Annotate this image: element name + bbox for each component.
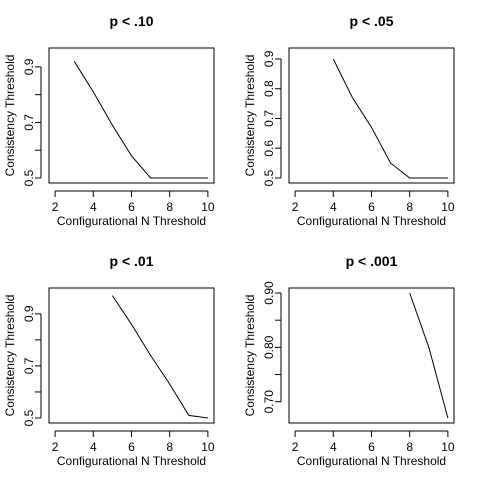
plot-frame <box>48 47 215 184</box>
y-tick-label: 0.70 <box>262 390 276 414</box>
x-axis-label: Configurational N Threshold <box>297 454 446 468</box>
y-axis-label: Consistency Threshold <box>243 295 257 417</box>
x-tick-label: 2 <box>292 440 299 454</box>
x-tick-label: 10 <box>201 440 215 454</box>
series-line <box>111 295 208 419</box>
y-tick-label: 0.90 <box>262 281 276 305</box>
y-tick-label: 0.6 <box>262 140 276 157</box>
plot-frame <box>48 287 215 424</box>
plot-frame <box>288 287 455 424</box>
y-tick-label: 0.9 <box>22 305 36 322</box>
y-tick-label: 0.7 <box>262 110 276 127</box>
x-tick-label: 2 <box>52 440 59 454</box>
y-tick-label: 0.7 <box>22 114 36 131</box>
panel-title: p < .05 <box>350 13 394 29</box>
x-tick-label: 8 <box>406 440 413 454</box>
x-tick-label: 10 <box>441 200 455 214</box>
y-tick-label: 0.9 <box>22 58 36 75</box>
x-tick-label: 2 <box>52 200 59 214</box>
y-tick-label: 0.80 <box>262 335 276 359</box>
x-tick-label: 8 <box>166 200 173 214</box>
x-tick-label: 4 <box>330 200 337 214</box>
y-tick-label: 0.5 <box>22 409 36 426</box>
y-axis-label: Consistency Threshold <box>3 55 17 177</box>
panel-title: p < .10 <box>110 13 154 29</box>
x-axis-label: Configurational N Threshold <box>57 214 206 228</box>
x-tick-label: 10 <box>201 200 215 214</box>
y-tick-label: 0.5 <box>22 169 36 186</box>
y-tick-label: 0.7 <box>22 357 36 374</box>
x-tick-label: 6 <box>128 200 135 214</box>
series-line <box>73 61 208 179</box>
x-tick-label: 4 <box>90 440 97 454</box>
plot-frame <box>288 47 455 184</box>
x-tick-label: 4 <box>90 200 97 214</box>
x-tick-label: 6 <box>128 440 135 454</box>
x-axis-label: Configurational N Threshold <box>297 214 446 228</box>
x-tick-label: 8 <box>166 440 173 454</box>
panel-title: p < .001 <box>346 253 398 269</box>
series-line <box>332 58 448 179</box>
y-tick-label: 0.8 <box>262 80 276 97</box>
series-line <box>409 292 449 419</box>
x-tick-label: 8 <box>406 200 413 214</box>
y-axis-label: Consistency Threshold <box>3 295 17 417</box>
x-tick-label: 6 <box>368 440 375 454</box>
x-tick-label: 4 <box>330 440 337 454</box>
x-tick-label: 6 <box>368 200 375 214</box>
panel-title: p < .01 <box>110 253 154 269</box>
y-tick-label: 0.9 <box>262 50 276 67</box>
y-axis-label: Consistency Threshold <box>243 55 257 177</box>
x-axis-label: Configurational N Threshold <box>57 454 206 468</box>
x-tick-label: 2 <box>292 200 299 214</box>
y-tick-label: 0.5 <box>262 169 276 186</box>
x-tick-label: 10 <box>441 440 455 454</box>
